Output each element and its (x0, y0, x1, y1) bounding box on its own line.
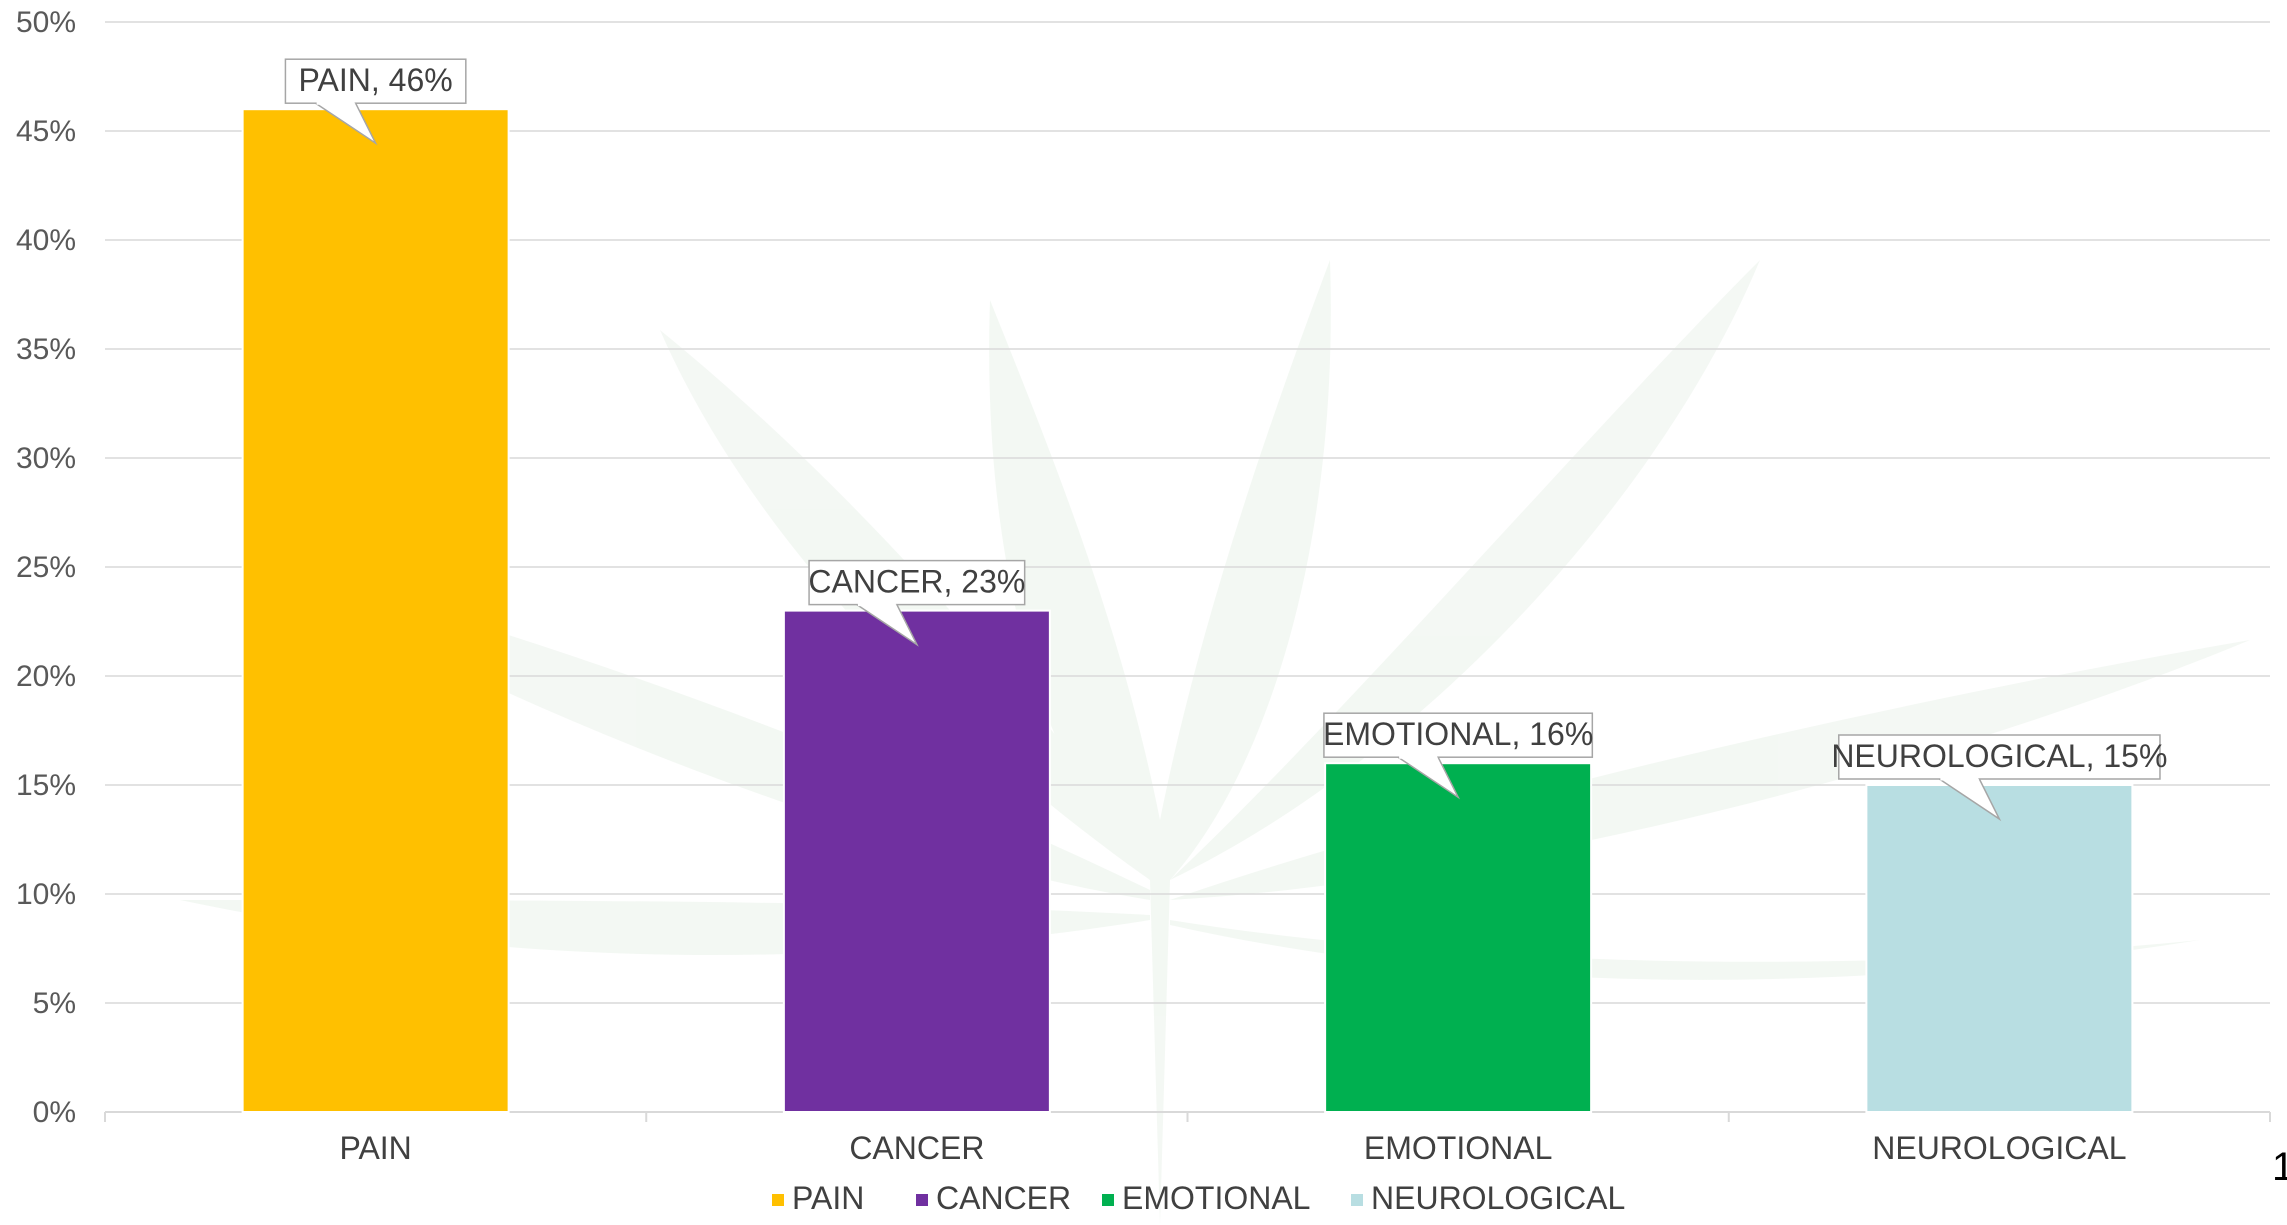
data-label-box (284, 58, 467, 104)
legend-label: NEUROLOGICAL (1371, 1180, 1625, 1216)
legend-swatch (772, 1194, 784, 1206)
data-label-pointer (1938, 778, 2002, 822)
legend-label: CANCER (936, 1180, 1071, 1216)
data-label-box (1838, 734, 2161, 780)
y-tick-label: 40% (16, 224, 76, 257)
legend-swatch (916, 1194, 928, 1206)
legend-swatch (1351, 1194, 1363, 1206)
data-label: PAIN, 46% (299, 62, 453, 98)
legend-swatch (1102, 1194, 1114, 1206)
y-tick-label: 45% (16, 115, 76, 148)
bar-cancer (782, 609, 1051, 1113)
data-label-pointer (856, 603, 919, 647)
data-label: EMOTIONAL, 16% (1323, 716, 1593, 752)
x-tick-label: CANCER (849, 1130, 984, 1166)
data-label-pointer (1397, 756, 1461, 800)
data-label-pointer (315, 102, 378, 146)
x-tick-label: EMOTIONAL (1364, 1130, 1552, 1166)
y-tick-label: 20% (16, 660, 76, 693)
bar-neurological (1865, 784, 2134, 1113)
y-tick-label: 25% (16, 551, 76, 584)
y-tick-label: 0% (33, 1096, 76, 1129)
bar-emotional (1324, 762, 1593, 1113)
y-tick-label: 30% (16, 442, 76, 475)
y-tick-label: 5% (33, 987, 76, 1020)
x-tick-label: PAIN (339, 1130, 411, 1166)
page-number: 1 (2272, 1145, 2287, 1189)
data-label-box (1323, 712, 1594, 758)
y-tick-label: 35% (16, 333, 76, 366)
bar-pain (241, 108, 510, 1113)
y-tick-label: 50% (16, 6, 76, 39)
legend-label: PAIN (792, 1180, 864, 1216)
data-label: CANCER, 23% (808, 564, 1025, 600)
data-label: NEUROLOGICAL, 15% (1831, 738, 2167, 774)
legend-label: EMOTIONAL (1122, 1180, 1310, 1216)
data-label-box (808, 559, 1026, 606)
y-tick-label: 10% (16, 878, 76, 911)
y-tick-label: 15% (16, 769, 76, 802)
x-tick-label: NEUROLOGICAL (1872, 1130, 2126, 1166)
